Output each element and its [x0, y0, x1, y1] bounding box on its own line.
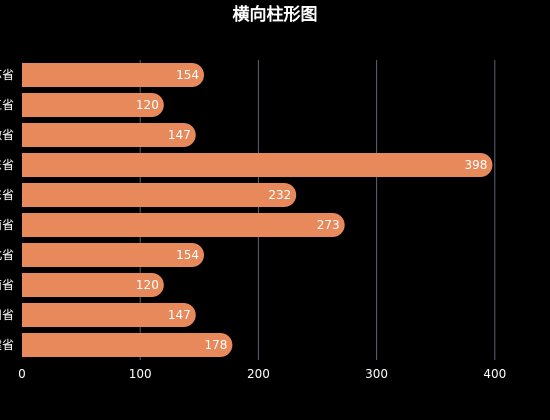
- category-label: 安徽省: [0, 127, 14, 142]
- category-label: 山东省: [0, 188, 14, 202]
- category-label: 福建省: [0, 337, 14, 352]
- category-label: 四川省: [0, 308, 14, 322]
- bar: [22, 333, 233, 357]
- x-tick-label: 300: [365, 367, 388, 381]
- category-label: 湖北省: [0, 247, 14, 262]
- chart-title: 横向柱形图: [233, 4, 318, 25]
- data-label: 147: [168, 308, 191, 322]
- data-labels: 154 120 147 398 232 273 154 120 147 178: [136, 68, 488, 352]
- bar: [22, 63, 205, 87]
- category-labels: 江苏省浙江省安徽省广东省山东省河南省湖北省湖南省四川省福建省: [0, 68, 14, 352]
- data-label: 120: [136, 278, 159, 292]
- x-tick-label: 400: [483, 367, 506, 381]
- bar: [22, 243, 205, 267]
- data-label: 178: [204, 338, 227, 352]
- x-tick-label: 200: [247, 367, 270, 381]
- data-label: 154: [176, 68, 199, 82]
- category-label: 江苏省: [0, 68, 14, 82]
- bar: [22, 153, 493, 177]
- data-label: 154: [176, 248, 199, 262]
- bar: [22, 183, 297, 207]
- category-label: 浙江省: [0, 98, 14, 112]
- x-axis-ticks: 0 100 200 300 400: [18, 367, 506, 381]
- bars: [22, 63, 493, 357]
- data-label: 232: [268, 188, 291, 202]
- category-label: 河南省: [0, 217, 14, 232]
- bar: [22, 93, 164, 117]
- data-label: 273: [317, 218, 340, 232]
- category-label: 广东省: [0, 158, 14, 172]
- bar: [22, 273, 164, 297]
- x-tick-label: 100: [129, 367, 152, 381]
- x-tick-label: 0: [18, 367, 26, 381]
- category-label: 湖南省: [0, 277, 14, 292]
- data-label: 147: [168, 128, 191, 142]
- bar: [22, 213, 345, 237]
- data-label: 398: [465, 158, 488, 172]
- bar: [22, 303, 196, 327]
- data-label: 120: [136, 98, 159, 112]
- bar: [22, 123, 196, 147]
